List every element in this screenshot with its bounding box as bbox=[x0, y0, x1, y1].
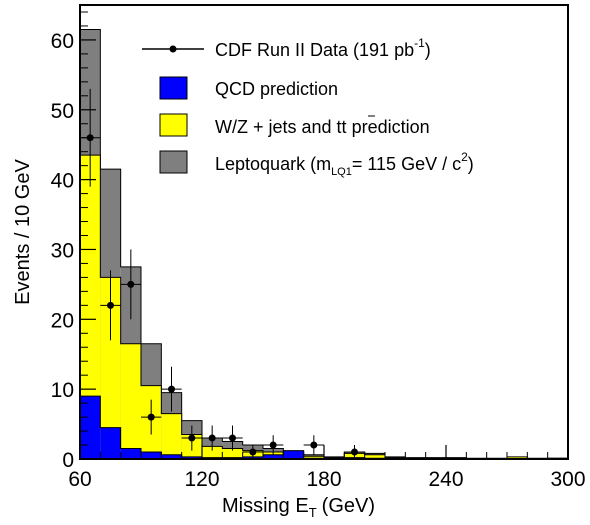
qcd-bar bbox=[283, 450, 304, 459]
legend-lq-text: Leptoquark (m bbox=[215, 154, 331, 174]
qcd-bar bbox=[120, 448, 141, 459]
legend-data-text: CDF Run II Data (191 pb bbox=[215, 40, 414, 60]
y-tick-label: 20 bbox=[51, 309, 74, 332]
x-tick-label: 60 bbox=[68, 468, 91, 491]
wz-jets-bar bbox=[100, 277, 121, 459]
y-tick-label: 50 bbox=[51, 100, 74, 123]
y-tick-label: 60 bbox=[51, 30, 74, 53]
legend-data-sup: -1 bbox=[414, 36, 425, 50]
legend-data-close: ) bbox=[425, 40, 431, 60]
y-tick-label: 0 bbox=[62, 449, 74, 472]
x-axis-label: Missing ET (GeV) bbox=[222, 495, 375, 520]
legend-wz-tbar: t bbox=[342, 117, 347, 137]
y-tick-label: 30 bbox=[51, 239, 74, 262]
qcd-bar bbox=[181, 456, 202, 459]
x-tick-label: 180 bbox=[306, 468, 341, 491]
data-point bbox=[208, 434, 216, 442]
y-axis-label: Events / 10 GeV bbox=[12, 159, 34, 305]
qcd-bar bbox=[100, 427, 121, 459]
legend-lq-close: ) bbox=[468, 154, 474, 174]
qcd-bar bbox=[141, 452, 162, 459]
points-layer bbox=[80, 88, 365, 459]
qcd-bar bbox=[80, 396, 101, 459]
legend-lq-label: Leptoquark (mLQ1= 115 GeV / c2) bbox=[215, 150, 474, 178]
wz-jets-bar bbox=[364, 454, 385, 459]
qcd-bar bbox=[161, 454, 182, 459]
legend-lq-end: = 115 GeV / c bbox=[352, 154, 461, 174]
data-point bbox=[229, 434, 236, 442]
legend-wz-text: W/Z + jets and t bbox=[215, 117, 342, 137]
x-axis-label-main: Missing E bbox=[222, 495, 309, 517]
data-point bbox=[351, 448, 358, 456]
data-point bbox=[107, 301, 114, 309]
x-tick-label: 300 bbox=[550, 468, 585, 491]
x-axis-label-sub: T bbox=[309, 505, 317, 520]
ticks-layer: 0 10 20 30 40 50 60 60 120 180 240 300 bbox=[51, 11, 586, 491]
legend-qcd-swatch bbox=[159, 76, 188, 100]
wz-jets-bar bbox=[80, 155, 101, 459]
x-tick-label: 240 bbox=[428, 468, 463, 491]
data-point bbox=[86, 134, 94, 142]
wz-jets-bar bbox=[303, 456, 324, 459]
data-point bbox=[147, 413, 155, 421]
data-point bbox=[269, 441, 277, 449]
legend-wz-end: prediction bbox=[352, 117, 430, 137]
wz-jets-bar bbox=[161, 413, 182, 459]
wz-jets-bar bbox=[507, 456, 528, 459]
legend-qcd-label: QCD prediction bbox=[215, 79, 338, 99]
legend-lq-sub: LQ1 bbox=[331, 166, 352, 178]
x-tick-label: 120 bbox=[184, 468, 219, 491]
legend-data-label: CDF Run II Data (191 pb-1) bbox=[215, 36, 431, 60]
data-point bbox=[249, 448, 257, 456]
legend-wz-swatch bbox=[159, 113, 188, 137]
wz-jets-bar bbox=[222, 448, 243, 459]
legend: CDF Run II Data (191 pb-1) QCD predictio… bbox=[142, 36, 474, 178]
qcd-bar bbox=[263, 454, 284, 459]
x-axis-label-unit: (GeV) bbox=[322, 495, 375, 517]
wz-jets-bar bbox=[120, 343, 141, 459]
data-point bbox=[127, 280, 135, 288]
y-tick-label: 40 bbox=[51, 170, 74, 193]
y-tick-label: 10 bbox=[51, 379, 74, 402]
data-point bbox=[310, 441, 318, 449]
legend-lq-sup: 2 bbox=[461, 150, 468, 164]
legend-wz-label: W/Z + jets and tt prediction bbox=[215, 117, 430, 137]
wz-jets-bar bbox=[202, 446, 223, 459]
data-point bbox=[188, 434, 196, 442]
legend-data-marker bbox=[169, 45, 177, 53]
data-point bbox=[168, 385, 175, 393]
legend-lq-swatch bbox=[159, 150, 188, 174]
